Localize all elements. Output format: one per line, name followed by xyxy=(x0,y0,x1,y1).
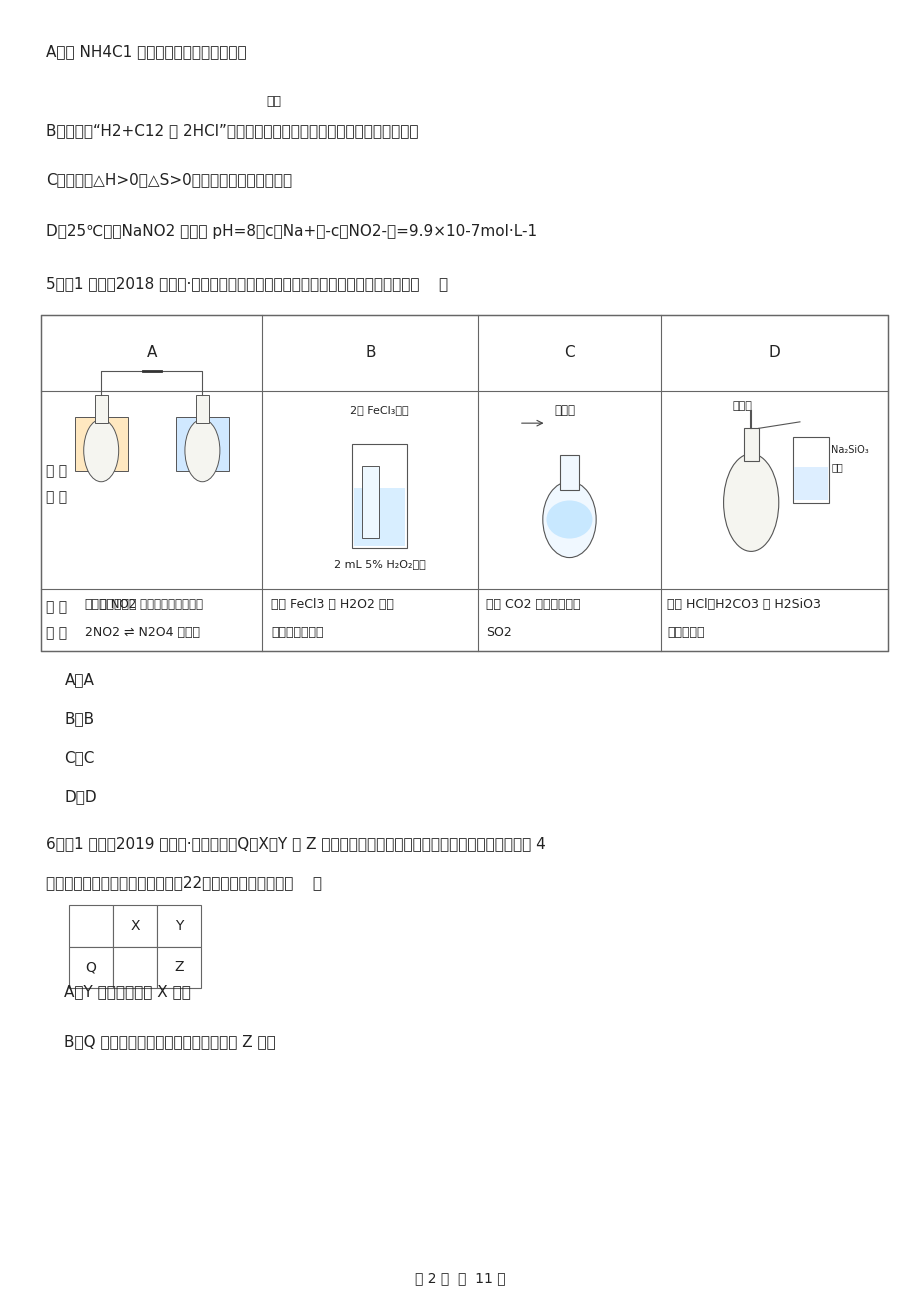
Text: 浓盐酸: 浓盐酸 xyxy=(732,401,751,411)
Text: 探究温度对平衡: 探究温度对平衡 xyxy=(85,598,137,611)
Bar xyxy=(560,456,578,491)
Text: 固体: 固体 xyxy=(744,510,756,521)
Bar xyxy=(95,395,108,423)
Text: C．某反应△H>0，△S>0，该反应是个非自发反应: C．某反应△H>0，△S>0，该反应是个非自发反应 xyxy=(46,172,292,187)
Bar xyxy=(113,947,157,988)
Bar xyxy=(41,315,887,651)
Text: C．C: C．C xyxy=(64,750,95,766)
FancyBboxPatch shape xyxy=(351,444,406,548)
Text: C: C xyxy=(563,345,574,361)
Ellipse shape xyxy=(84,419,119,482)
Bar xyxy=(176,417,229,471)
Text: B．设想把“H2+C12 ＝ 2HCl”设计成燃料电池，用于工业制盐酸，并进行发电: B．设想把“H2+C12 ＝ 2HCl”设计成燃料电池，用于工业制盐酸，并进行发… xyxy=(46,122,418,138)
Text: SO2: SO2 xyxy=(485,626,511,639)
Ellipse shape xyxy=(546,500,592,539)
Text: 目 的: 目 的 xyxy=(46,626,67,639)
Text: 将 NO2 球浸泡在冰水热水中: 将 NO2 球浸泡在冰水热水中 xyxy=(100,598,203,611)
Ellipse shape xyxy=(185,419,220,482)
Text: B．B: B．B xyxy=(64,711,95,727)
Bar xyxy=(196,395,209,423)
Text: 2 mL 5% H₂O₂溶液: 2 mL 5% H₂O₂溶液 xyxy=(334,559,425,569)
Text: 第 2 页  共  11 页: 第 2 页 共 11 页 xyxy=(414,1272,505,1285)
Bar xyxy=(157,947,201,988)
Text: D．25℃时，NaNO2 溶液的 pH=8，c（Na+）-c（NO2-）=9.9×10-7mol·L-1: D．25℃时，NaNO2 溶液的 pH=8，c（Na+）-c（NO2-）=9.9… xyxy=(46,224,537,240)
Ellipse shape xyxy=(722,453,777,552)
Text: 反应有催化作用: 反应有催化作用 xyxy=(271,626,323,639)
Text: A．A: A．A xyxy=(64,672,94,687)
Text: Q: Q xyxy=(85,961,96,974)
Text: 冰水: 冰水 xyxy=(197,456,208,466)
Text: Na₂CO₃: Na₂CO₃ xyxy=(550,521,588,530)
Text: A．在 NH4C1 晶体中含有离子键和共价键: A．在 NH4C1 晶体中含有离子键和共价键 xyxy=(46,44,246,60)
Text: A: A xyxy=(146,345,157,361)
Text: 种元素的原子最外层电子数之和为22。下列说法正确的是（    ）: 种元素的原子最外层电子数之和为22。下列说法正确的是（ ） xyxy=(46,875,322,891)
Bar xyxy=(157,905,201,947)
Bar xyxy=(69,947,113,988)
Text: Z: Z xyxy=(175,961,184,974)
Text: Na₂CO₃: Na₂CO₃ xyxy=(732,491,768,501)
Text: 溶液: 溶液 xyxy=(831,462,842,473)
Text: 验证 FeCl3 对 H2O2 分解: 验证 FeCl3 对 H2O2 分解 xyxy=(271,598,394,611)
Text: 混合气: 混合气 xyxy=(554,404,574,417)
Text: Na₂SiO₃: Na₂SiO₃ xyxy=(831,445,868,456)
Text: 热
水: 热 水 xyxy=(400,506,405,527)
Text: X: X xyxy=(130,919,140,932)
Text: 实 验: 实 验 xyxy=(46,600,67,613)
Bar xyxy=(113,905,157,947)
Text: 比较 HCl、H2CO3 和 H2SiO3: 比较 HCl、H2CO3 和 H2SiO3 xyxy=(666,598,820,611)
Text: 点燃: 点燃 xyxy=(267,95,281,108)
Text: Y: Y xyxy=(175,919,184,932)
Text: 饱和: 饱和 xyxy=(562,505,575,516)
Bar xyxy=(794,467,827,500)
Text: 除去 CO2 气体中混有的: 除去 CO2 气体中混有的 xyxy=(485,598,580,611)
Bar xyxy=(743,428,757,461)
Text: 方 案: 方 案 xyxy=(46,491,67,504)
Text: 的酸性强弱: 的酸性强弱 xyxy=(666,626,704,639)
Text: 5．（1 分）（2018 高三上·运城期中）下列图中的实验方案，能达到实验目的的是（    ）: 5．（1 分）（2018 高三上·运城期中）下列图中的实验方案，能达到实验目的的… xyxy=(46,276,448,292)
Ellipse shape xyxy=(542,482,596,557)
Text: B: B xyxy=(365,345,375,361)
Text: D．D: D．D xyxy=(64,789,96,805)
Bar xyxy=(791,437,829,503)
Bar xyxy=(69,905,113,947)
Text: 2NO2 ⇌ N2O4 的影响: 2NO2 ⇌ N2O4 的影响 xyxy=(85,626,199,639)
Text: 溶液: 溶液 xyxy=(562,535,575,546)
Text: 2滴 FeCl₃溶液: 2滴 FeCl₃溶液 xyxy=(350,405,408,415)
Bar xyxy=(362,466,379,538)
Text: D: D xyxy=(767,345,779,361)
Text: A．Y 的原子半径比 X 的大: A．Y 的原子半径比 X 的大 xyxy=(64,984,191,1000)
Text: 热水: 热水 xyxy=(96,456,107,466)
Text: 6．（1 分）（2019 高一下·临海月考）Q、X、Y 和 Z 为短周期元素，它们在周期表中的位置如图所示，这 4: 6．（1 分）（2019 高一下·临海月考）Q、X、Y 和 Z 为短周期元素，它… xyxy=(46,836,545,852)
Text: 实 验: 实 验 xyxy=(46,465,67,478)
Text: B．Q 的最高价氧化物的水化物的酸性比 Z 的强: B．Q 的最高价氧化物的水化物的酸性比 Z 的强 xyxy=(64,1034,276,1049)
Bar xyxy=(353,488,404,546)
Bar xyxy=(74,417,128,471)
